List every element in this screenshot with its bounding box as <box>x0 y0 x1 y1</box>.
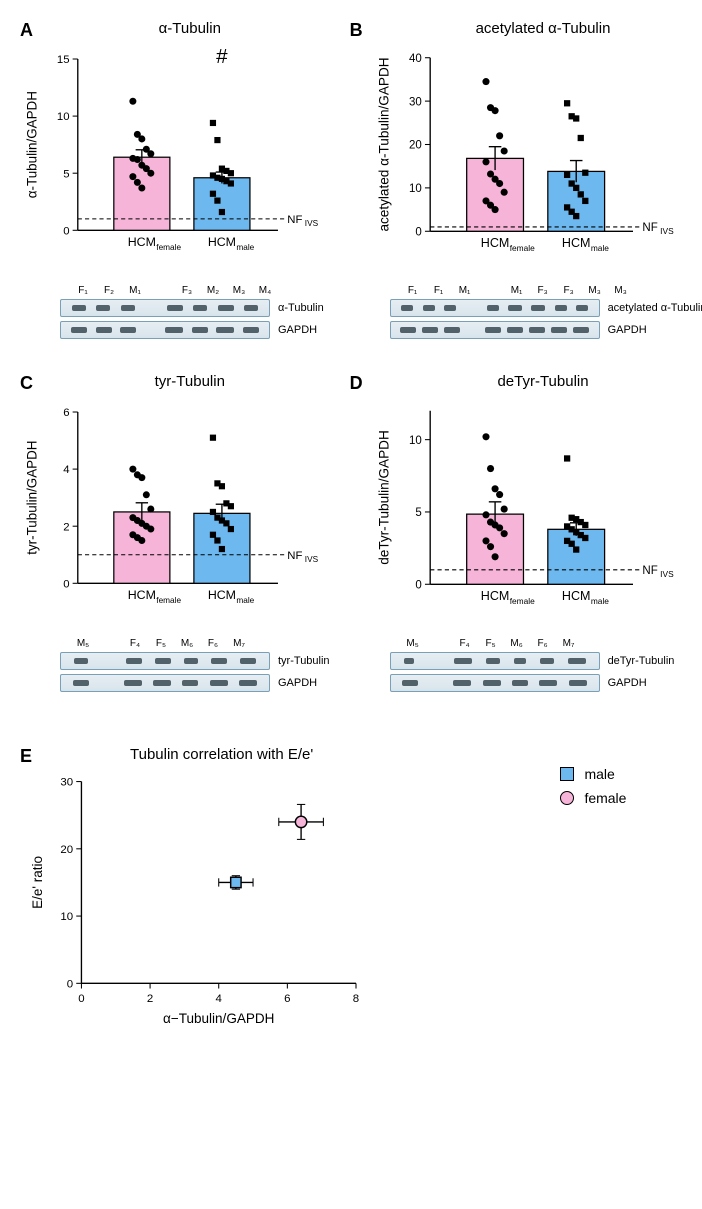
svg-text:male: male <box>590 243 608 253</box>
svg-text:HCM: HCM <box>128 588 156 602</box>
svg-text:5: 5 <box>63 168 69 180</box>
svg-text:0: 0 <box>415 226 421 238</box>
svg-text:acetylated α-Tubulin/GAPDH: acetylated α-Tubulin/GAPDH <box>376 57 391 231</box>
panel-a-title: α-Tubulin <box>50 20 330 37</box>
svg-text:20: 20 <box>60 844 73 856</box>
svg-text:IVS: IVS <box>660 569 674 579</box>
legend-male-icon <box>560 767 574 781</box>
svg-text:HCM: HCM <box>208 588 236 602</box>
legend-female: female <box>560 790 626 806</box>
figure-grid: A α-Tubulin 051015α-Tubulin/GAPDH#NFIVSH… <box>20 20 682 1027</box>
svg-text:0: 0 <box>67 978 73 990</box>
svg-text:IVS: IVS <box>660 226 674 236</box>
panel-e-label: E <box>20 746 32 767</box>
panel-a: A α-Tubulin 0 5 10 15 α-Tubulin/GAPDH # NFIVS H… <box>20 20 330 343</box>
svg-text:female: female <box>509 596 534 606</box>
svg-text:4: 4 <box>216 993 223 1005</box>
svg-text:10: 10 <box>409 183 422 195</box>
svg-text:HCM: HCM <box>561 236 590 250</box>
svg-text:10: 10 <box>57 111 70 123</box>
panel-e-title: Tubulin correlation with E/e' <box>70 746 702 763</box>
svg-text:NF: NF <box>642 222 657 234</box>
svg-text:0: 0 <box>78 993 84 1005</box>
svg-text:20: 20 <box>409 140 422 152</box>
panel-b-title: acetylated α-Tubulin <box>380 20 702 37</box>
svg-text:15: 15 <box>57 54 70 66</box>
svg-text:male: male <box>236 596 254 605</box>
panel-c: C tyr-Tubulin 0 2 4 6 tyr-Tubulin/GAPDH NFIVS… <box>20 373 330 696</box>
legend-male-label: male <box>584 766 614 782</box>
panel-d: D deTyr-Tubulin 0 5 10 deTyr-Tubulin/GAPDH N… <box>350 373 702 696</box>
panel-e: E Tubulin correlation with E/e' 0 2 4 6 8 0 10… <box>20 746 702 1027</box>
panel-c-title: tyr-Tubulin <box>50 373 330 390</box>
svg-text:#: # <box>216 45 228 68</box>
svg-text:female: female <box>156 596 181 605</box>
svg-text:male: male <box>590 596 608 606</box>
legend-female-label: female <box>584 790 626 806</box>
svg-text:female: female <box>509 243 534 253</box>
svg-text:30: 30 <box>60 777 73 789</box>
svg-text:2: 2 <box>63 521 69 533</box>
svg-text:HCM: HCM <box>128 235 156 249</box>
svg-text:tyr-Tubulin/GAPDH: tyr-Tubulin/GAPDH <box>25 441 40 555</box>
svg-text:E/e' ratio: E/e' ratio <box>30 856 45 909</box>
svg-text:HCM: HCM <box>480 236 509 250</box>
svg-text:IVS: IVS <box>305 219 319 228</box>
svg-text:α−Tubulin/GAPDH: α−Tubulin/GAPDH <box>163 1011 274 1026</box>
svg-text:0: 0 <box>63 225 69 237</box>
panel-d-label: D <box>350 373 363 394</box>
svg-text:6: 6 <box>63 407 69 419</box>
svg-text:HCM: HCM <box>208 235 236 249</box>
legend-female-icon <box>560 791 574 805</box>
svg-text:0: 0 <box>63 578 69 590</box>
svg-text:HCM: HCM <box>561 589 590 603</box>
svg-text:40: 40 <box>409 53 422 65</box>
panel-e-legend: male female <box>560 766 626 814</box>
svg-text:4: 4 <box>63 464 69 476</box>
svg-text:HCM: HCM <box>480 589 509 603</box>
panel-d-title: deTyr-Tubulin <box>380 373 702 390</box>
svg-text:α-Tubulin/GAPDH: α-Tubulin/GAPDH <box>25 91 40 198</box>
svg-text:NF: NF <box>642 565 657 577</box>
svg-text:male: male <box>236 243 254 252</box>
svg-text:8: 8 <box>353 993 359 1005</box>
panel-a-label: A <box>20 20 33 41</box>
svg-text:IVS: IVS <box>305 555 319 564</box>
svg-text:NF: NF <box>287 550 302 562</box>
svg-text:2: 2 <box>147 993 153 1005</box>
panel-b: B acetylated α-Tubulin 0 10 20 30 40 acetylat… <box>350 20 702 343</box>
svg-text:deTyr-Tubulin/GAPDH: deTyr-Tubulin/GAPDH <box>376 430 391 565</box>
svg-text:0: 0 <box>415 579 421 591</box>
svg-text:5: 5 <box>415 507 421 519</box>
svg-text:NF: NF <box>287 214 302 226</box>
svg-text:10: 10 <box>60 911 73 923</box>
svg-text:30: 30 <box>409 96 422 108</box>
svg-text:female: female <box>156 243 181 252</box>
svg-text:10: 10 <box>409 435 422 447</box>
panel-b-label: B <box>350 20 363 41</box>
panel-c-label: C <box>20 373 33 394</box>
svg-text:6: 6 <box>284 993 290 1005</box>
legend-male: male <box>560 766 626 782</box>
